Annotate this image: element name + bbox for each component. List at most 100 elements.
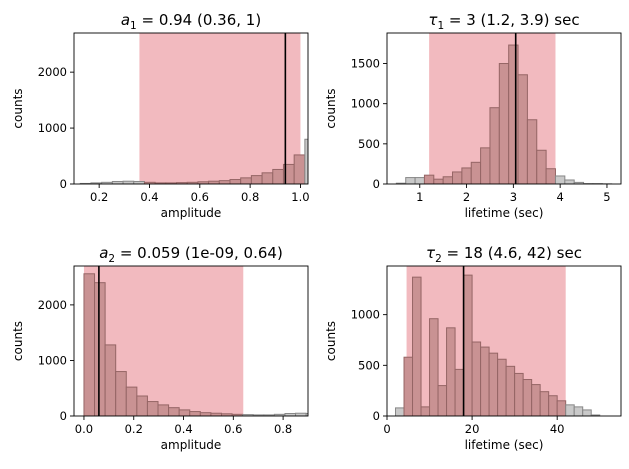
- x-tick-label: 0.6: [224, 422, 242, 436]
- plot-area: [79, 33, 348, 184]
- histogram-bar: [414, 177, 425, 184]
- histogram-bar: [429, 318, 439, 416]
- x-axis-label: lifetime (sec): [465, 438, 544, 452]
- histogram-bar: [452, 171, 463, 184]
- histogram-bar: [522, 379, 533, 416]
- histogram-bar: [136, 395, 148, 416]
- histogram-bar: [548, 395, 558, 416]
- x-tick-label: 0.8: [241, 190, 259, 204]
- histogram-bar: [104, 344, 117, 416]
- histogram-bar: [218, 180, 231, 184]
- histogram-bar: [305, 413, 308, 416]
- y-tick-label: 0: [60, 177, 67, 191]
- subplot-1: 0.2 0.4 0.6 0.8 1.0 0 1000 2000 amplitude counts a…: [11, 11, 348, 220]
- y-tick-label: 500: [358, 137, 380, 151]
- histogram-bar: [168, 407, 180, 416]
- x-axis-label: amplitude: [161, 438, 222, 452]
- histogram-bar: [146, 401, 159, 416]
- histogram-bar: [480, 346, 490, 416]
- y-tick-label: 1000: [38, 353, 67, 367]
- plot-area: [83, 266, 349, 416]
- histogram-bar: [573, 406, 584, 416]
- x-axis-label: lifetime (sec): [465, 206, 544, 220]
- subplot-title: τ2 = 18 (4.6, 42) sec: [426, 244, 582, 265]
- histogram-bar: [564, 179, 575, 184]
- x-tick-label: 5: [603, 190, 610, 204]
- histogram-bar: [157, 404, 170, 416]
- histogram-bar: [531, 384, 541, 416]
- x-tick-label: 0.8: [274, 422, 292, 436]
- histogram-bar: [536, 149, 547, 184]
- histogram-bar: [471, 341, 482, 416]
- x-tick-label: 3: [510, 190, 517, 204]
- histogram-bar: [582, 409, 592, 416]
- x-tick-label: 1: [416, 190, 423, 204]
- y-axis-label: counts: [324, 88, 338, 128]
- y-tick-label: 1000: [38, 121, 67, 135]
- subplot-3: 0.0 0.2 0.4 0.6 0.8 0 1000 2000 amplitude counts a…: [11, 244, 349, 452]
- histogram-bar: [446, 327, 456, 416]
- x-tick-label: 2: [463, 190, 470, 204]
- histogram-bar: [229, 179, 242, 184]
- y-tick-label: 0: [373, 177, 380, 191]
- histogram-bar: [189, 411, 201, 416]
- y-tick-label: 2000: [38, 298, 67, 312]
- y-axis-label: counts: [324, 321, 338, 361]
- histogram-bar: [293, 154, 306, 184]
- x-tick-label: 0.4: [140, 190, 158, 204]
- subplot-title: a2 = 0.059 (1e-09, 0.64): [99, 244, 283, 265]
- histogram-bar: [240, 177, 252, 184]
- histogram-bar: [304, 138, 308, 184]
- histogram-bar: [470, 161, 482, 184]
- histogram-bar: [420, 406, 431, 416]
- histogram-bar: [554, 175, 566, 184]
- x-tick-label: 4: [556, 190, 563, 204]
- histogram-bar: [489, 107, 500, 184]
- histogram-bar: [437, 385, 448, 416]
- histogram-bar: [498, 63, 510, 184]
- histogram-bar: [526, 119, 538, 184]
- histogram-bar: [115, 371, 127, 416]
- histogram-bar: [94, 282, 106, 416]
- x-tick-label: 20: [465, 422, 480, 436]
- histogram-bar: [508, 44, 519, 184]
- histogram-bar: [338, 415, 349, 416]
- axes-frame: [386, 32, 622, 185]
- histogram-bar: [272, 168, 284, 184]
- histogram-bar: [488, 352, 499, 416]
- histogram-bar: [463, 274, 473, 416]
- axes-frame: [73, 32, 309, 185]
- histogram-bar: [83, 273, 96, 416]
- histogram-bar: [433, 178, 444, 184]
- y-tick-label: 2000: [38, 65, 67, 79]
- histogram-bar: [423, 174, 435, 184]
- subplot-4: 0 20 40 0 500 1000 lifetime (sec) counts τ2 = 18…: [324, 244, 622, 452]
- histogram-bar: [454, 368, 465, 416]
- y-tick-label: 0: [60, 409, 67, 423]
- histogram-bar: [505, 365, 516, 416]
- x-tick-label: 0.2: [90, 190, 108, 204]
- histogram-bar: [480, 147, 491, 184]
- histogram-bar: [125, 386, 138, 416]
- histogram-bar: [517, 74, 528, 184]
- x-tick-label: 1.0: [291, 190, 309, 204]
- y-tick-label: 500: [358, 358, 380, 372]
- x-tick-label: 0.0: [75, 422, 93, 436]
- y-tick-label: 1000: [351, 308, 380, 322]
- x-tick-label: 0.2: [125, 422, 143, 436]
- y-axis-label: counts: [11, 88, 25, 128]
- y-axis-label: counts: [11, 321, 25, 361]
- histogram-bar: [395, 407, 405, 416]
- histogram-bar: [539, 391, 550, 416]
- histogram-bar: [497, 358, 507, 416]
- interval-band: [139, 33, 301, 184]
- y-tick-label: 0: [373, 409, 380, 423]
- histogram-bar: [412, 276, 422, 416]
- x-tick-label: 0.6: [191, 190, 209, 204]
- histogram-bar: [327, 415, 338, 416]
- x-tick-label: 0: [383, 422, 390, 436]
- histogram-bar: [461, 167, 472, 184]
- plot-area: [395, 266, 601, 416]
- histogram-bar: [337, 50, 348, 184]
